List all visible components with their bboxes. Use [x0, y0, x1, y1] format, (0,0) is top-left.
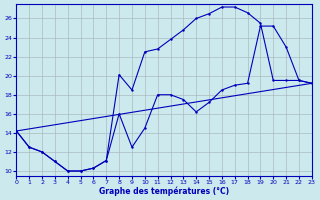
X-axis label: Graphe des températures (°C): Graphe des températures (°C) — [99, 186, 229, 196]
